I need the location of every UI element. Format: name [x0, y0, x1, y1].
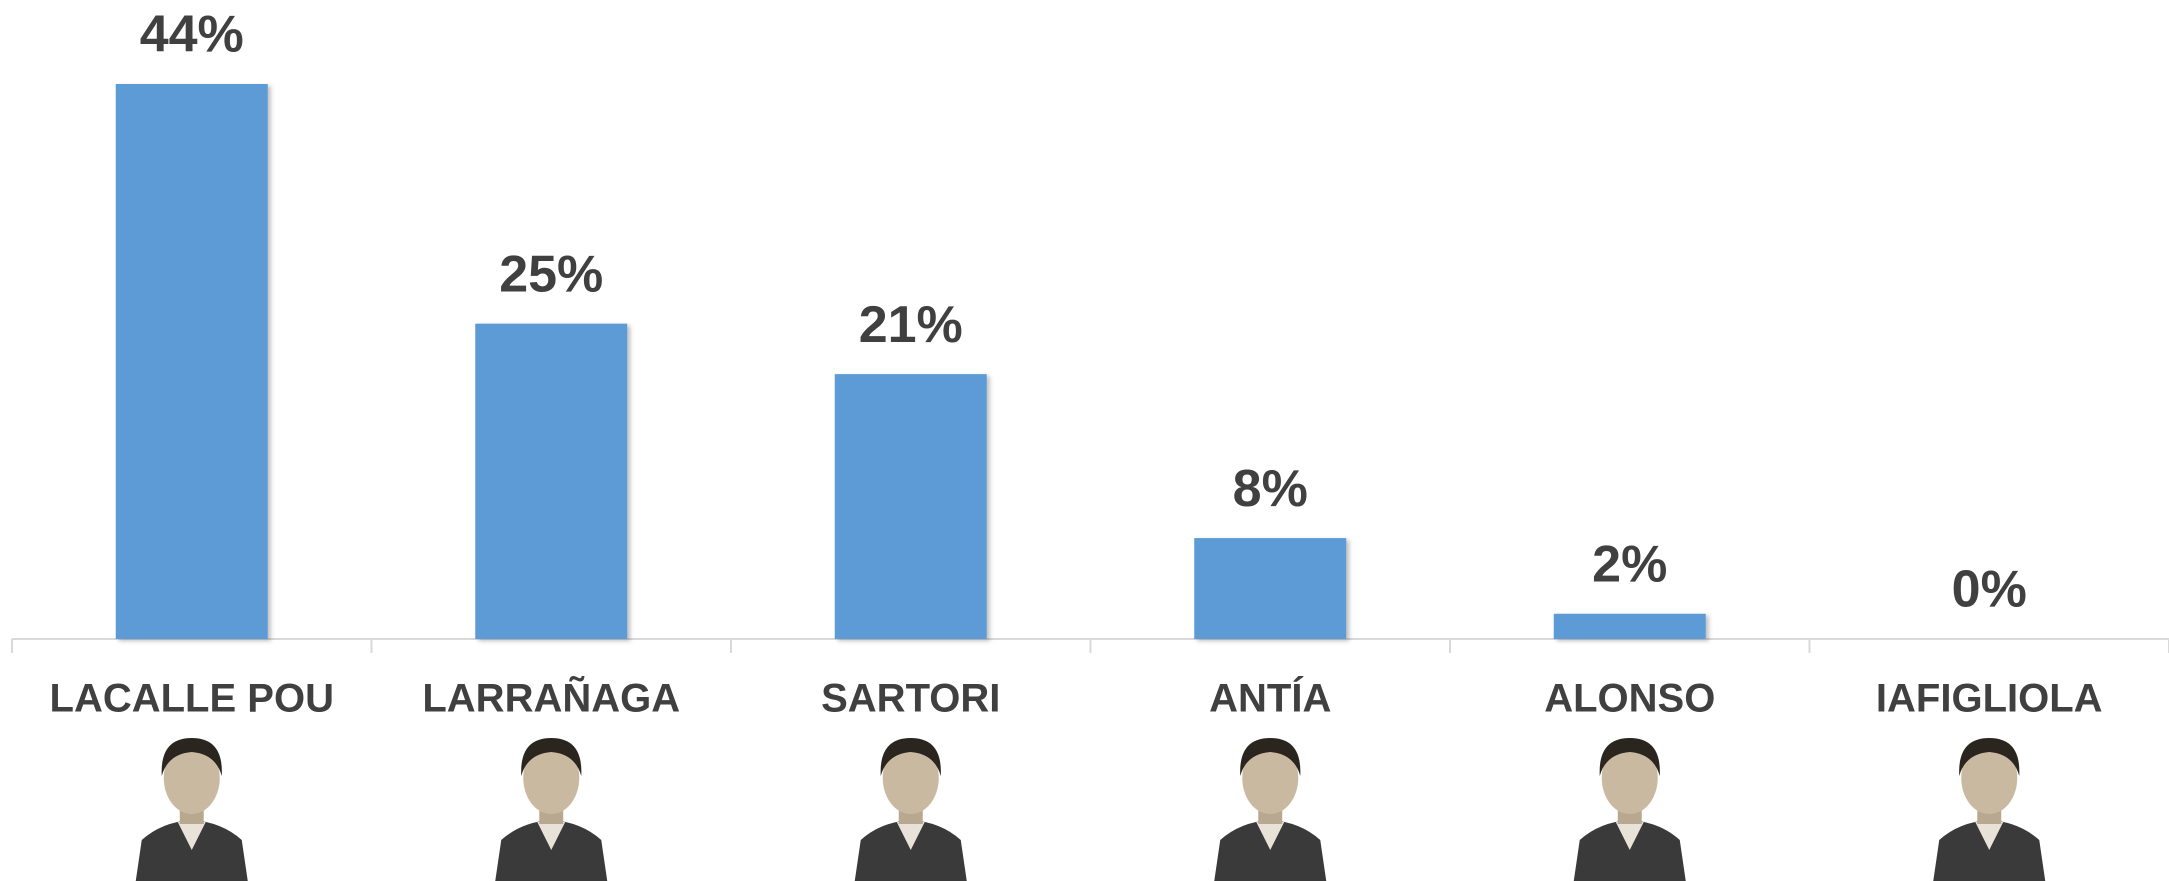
- category-label: IAFIGLIOLA: [1876, 677, 2103, 721]
- portrait: [1214, 738, 1326, 881]
- category-label: ALONSO: [1544, 677, 1715, 721]
- bar: [1554, 614, 1706, 639]
- value-label: 21%: [859, 296, 963, 354]
- value-label: 0%: [1952, 561, 2027, 619]
- portrait: [855, 738, 967, 881]
- bar: [835, 374, 987, 639]
- category-label: SARTORI: [821, 677, 1000, 721]
- category-label: LACALLE POU: [50, 677, 334, 721]
- bar: [116, 84, 268, 639]
- portrait: [1933, 738, 2045, 881]
- value-label: 8%: [1233, 460, 1308, 518]
- portrait: [136, 738, 248, 881]
- category-label: LARRAÑAGA: [422, 675, 680, 721]
- category-label: ANTÍA: [1209, 676, 1331, 721]
- value-label: 44%: [140, 6, 244, 64]
- portrait: [495, 738, 607, 881]
- bar: [1194, 538, 1346, 639]
- value-label: 2%: [1592, 536, 1667, 594]
- page: 44% LACALLE POU 25% LARRAÑAGA 21% SARTORI 8% AN…: [0, 0, 2169, 881]
- value-label: 25%: [499, 245, 603, 303]
- chart: 44% LACALLE POU 25% LARRAÑAGA 21% SARTORI 8% AN…: [0, 0, 2169, 881]
- portrait: [1574, 738, 1686, 881]
- bar: [475, 324, 627, 639]
